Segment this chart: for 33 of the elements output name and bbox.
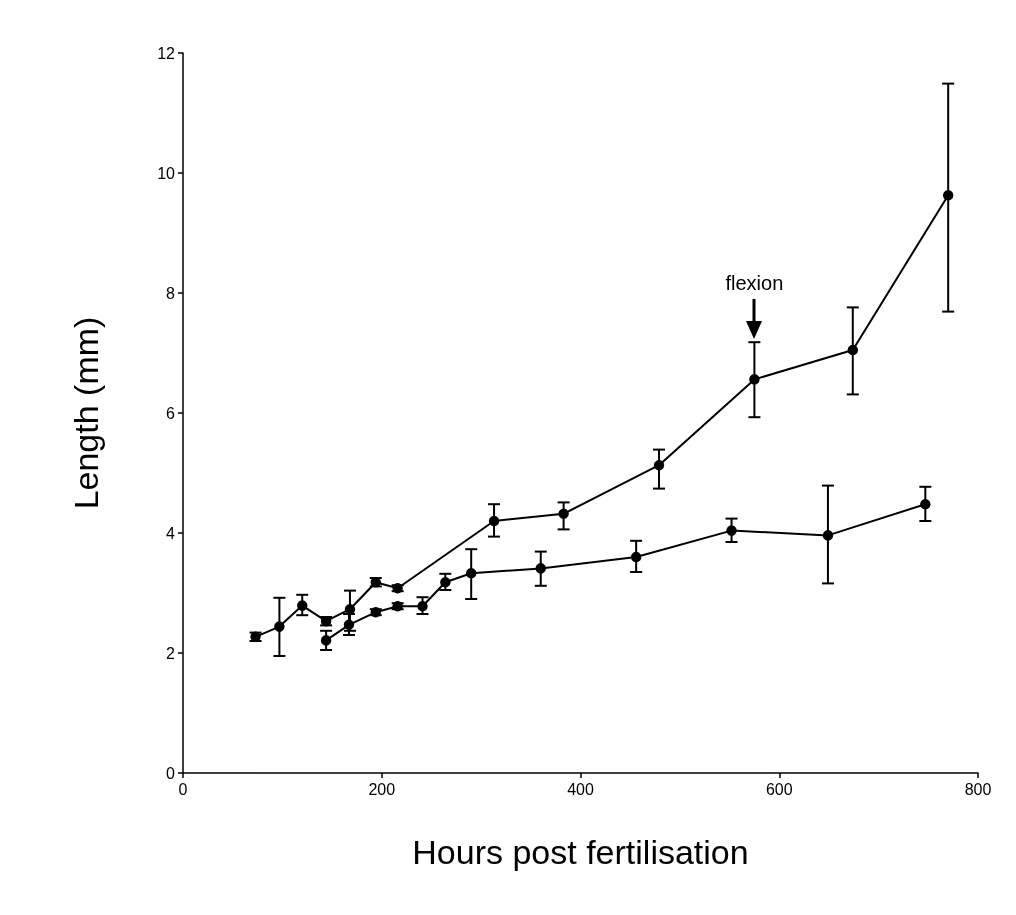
y-axis-title: Length (mm) (67, 316, 105, 510)
y-tick-label: 12 (157, 44, 176, 62)
x-tick-label: 200 (368, 780, 396, 798)
point (535, 563, 546, 574)
point (822, 530, 834, 541)
y-tick-label: 8 (166, 284, 176, 302)
point (847, 344, 859, 356)
x-tick-label: 800 (964, 780, 992, 798)
y-tick-label: 2 (166, 644, 176, 662)
y-tick-label: 0 (166, 764, 176, 782)
x-axis-title: Hours post fertilisation (412, 833, 749, 871)
x-tick-label: 0 (178, 780, 188, 798)
x-tick-label: 400 (567, 780, 594, 798)
y-tick-label: 6 (166, 404, 176, 422)
annotation: flexion (725, 272, 784, 294)
x-tick-label: 600 (765, 780, 793, 798)
point (440, 576, 451, 588)
point (630, 551, 642, 563)
point (726, 525, 737, 536)
point (653, 459, 665, 471)
point (417, 600, 428, 612)
point (320, 635, 332, 646)
y-tick-label: 4 (166, 524, 176, 542)
point (749, 374, 760, 385)
y-tick-label: 10 (157, 164, 176, 182)
point (274, 621, 285, 632)
point (942, 189, 954, 201)
point (465, 567, 477, 579)
point (488, 515, 500, 527)
point (558, 508, 569, 520)
point (343, 619, 355, 631)
point (920, 498, 931, 510)
point (297, 600, 308, 611)
